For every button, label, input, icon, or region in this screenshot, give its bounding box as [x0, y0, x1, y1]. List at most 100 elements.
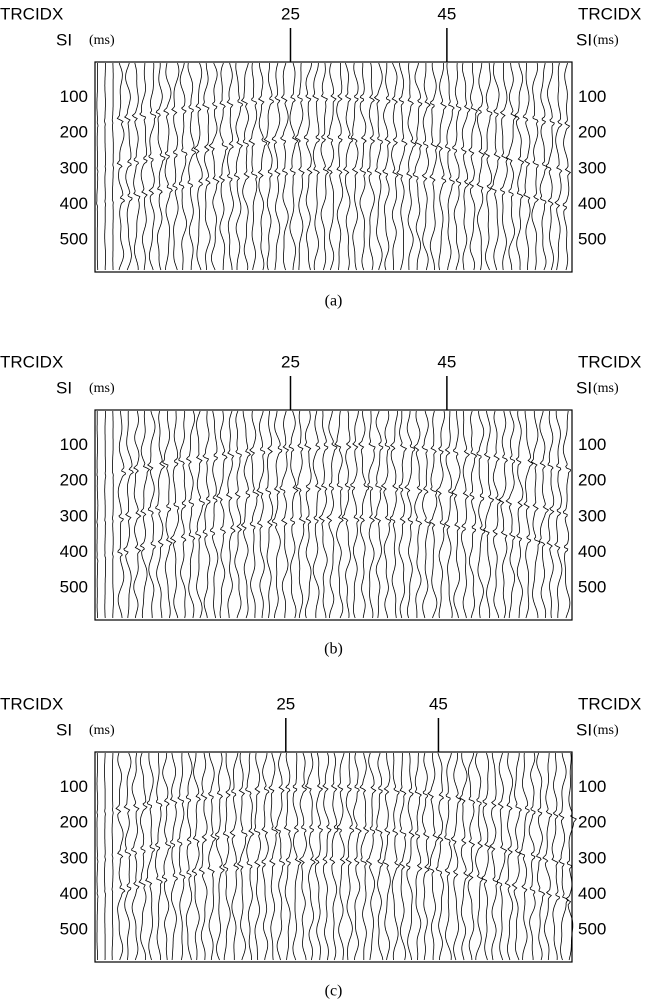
y-tick-label: 400: [578, 884, 606, 903]
wiggle-trace: [322, 752, 332, 961]
wiggle-trace: [280, 62, 289, 271]
wiggle-trace: [187, 62, 196, 271]
wiggle-trace: [554, 411, 563, 618]
wiggle-trace: [117, 410, 127, 619]
wiggle-trace: [218, 62, 228, 271]
wiggle-trace: [314, 752, 324, 961]
wiggle-trace: [444, 411, 453, 619]
wiggle-trace: [253, 752, 261, 961]
wiggle-trace: [345, 753, 355, 961]
wiggle-trace: [359, 63, 367, 271]
wiggle-trace: [312, 410, 322, 619]
wiggle-trace: [169, 752, 178, 961]
wiggle-trace: [404, 410, 416, 619]
wiggle-trace: [304, 410, 312, 619]
wiggle-trace: [96, 753, 99, 960]
wiggle-trace: [193, 62, 203, 271]
y-axis-unit: (ms): [89, 381, 115, 396]
y-tick-label: 100: [578, 435, 606, 454]
y-tick-label: 400: [60, 194, 88, 213]
wiggle-trace: [341, 410, 352, 619]
wiggle-trace: [329, 752, 339, 961]
y-tick-label: 100: [60, 87, 88, 106]
wiggle-trace: [195, 410, 205, 619]
wiggle-trace: [104, 752, 106, 961]
wiggle-trace: [554, 62, 563, 271]
y-axis-label: SI: [576, 30, 592, 49]
wiggle-trace: [428, 410, 438, 619]
wiggle-trace: [365, 752, 377, 961]
wiggle-trace: [468, 410, 478, 619]
wiggle-trace: [505, 62, 517, 271]
wiggle-trace: [124, 62, 133, 271]
wiggle-trace: [236, 752, 248, 961]
wiggle-trace: [382, 63, 391, 271]
wiggle-trace: [391, 752, 400, 961]
wiggle-trace: [413, 410, 423, 618]
wiggle-trace: [148, 62, 157, 271]
wiggle-trace: [468, 62, 479, 271]
wiggle-trace: [147, 410, 156, 618]
wiggle-trace: [542, 752, 553, 961]
wiggle-trace: [171, 62, 180, 271]
wiggle-trace: [245, 752, 255, 960]
x-axis-label: TRCIDX: [578, 352, 641, 371]
wiggle-trace: [294, 62, 305, 270]
wiggle-trace: [505, 410, 516, 619]
y-tick-label: 200: [578, 813, 606, 832]
wiggle-trace: [427, 752, 440, 960]
wiggle-trace: [265, 410, 274, 619]
y-tick-label: 100: [60, 435, 88, 454]
y-axis-label: SI: [56, 30, 72, 49]
wiggle-trace: [490, 62, 501, 271]
y-axis-label: SI: [576, 720, 592, 739]
wiggle-trace: [179, 62, 188, 270]
wiggle-trace: [436, 62, 447, 271]
y-tick-label: 300: [60, 848, 88, 867]
wiggle-trace: [498, 410, 508, 619]
wiggle-trace: [155, 752, 163, 960]
y-tick-label: 400: [578, 542, 606, 561]
wiggle-trace: [202, 411, 211, 619]
wiggle-trace: [562, 62, 572, 271]
wiggle-trace: [138, 752, 148, 961]
wiggle-trace: [198, 752, 208, 961]
wiggle-trace: [111, 63, 115, 271]
wiggle-trace: [515, 410, 524, 619]
wiggle-trace: [337, 752, 346, 961]
wiggle-trace: [504, 752, 514, 961]
wiggle-trace: [229, 752, 240, 960]
wiggle-trace: [334, 410, 344, 619]
wiggle-trace: [523, 411, 534, 619]
plot-frame: [94, 409, 573, 621]
y-axis-label: SI: [56, 378, 72, 397]
wiggle-trace: [412, 62, 423, 270]
wiggle-trace: [318, 410, 329, 618]
wiggle-trace: [139, 410, 151, 619]
wiggle-trace: [234, 410, 243, 619]
wiggle-trace: [139, 62, 148, 271]
wiggle-trace: [320, 62, 329, 271]
x-tick-label: 25: [281, 4, 300, 23]
y-axis-unit: (ms): [89, 33, 115, 48]
y-axis-unit: (ms): [89, 723, 115, 738]
y-tick-label: 300: [60, 506, 88, 525]
wiggle-trace: [209, 410, 219, 619]
wiggle-trace: [272, 410, 283, 619]
wiggle-trace: [545, 62, 555, 271]
wiggle-trace: [496, 752, 508, 961]
wiggle-trace: [116, 62, 126, 271]
wiggle-trace: [444, 752, 453, 961]
wiggle-trace: [248, 62, 258, 271]
wiggle-trace: [233, 62, 244, 270]
x-axis-label: TRCIDX: [0, 694, 63, 713]
wiggle-trace: [303, 63, 313, 271]
wiggle-trace: [452, 62, 462, 271]
wiggle-trace: [96, 411, 99, 619]
wiggle-trace: [367, 411, 376, 619]
y-tick-label: 100: [578, 777, 606, 796]
wiggle-trace: [161, 410, 173, 619]
wiggle-trace: [271, 62, 281, 271]
wiggle-trace: [536, 752, 546, 961]
y-tick-label: 500: [578, 919, 606, 938]
